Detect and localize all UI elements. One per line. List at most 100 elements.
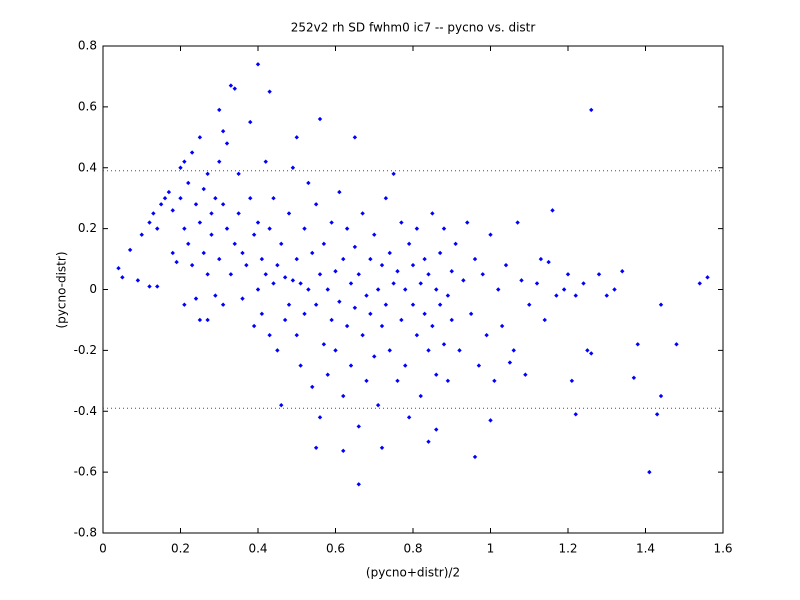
- point: [279, 241, 284, 247]
- point: [538, 256, 544, 262]
- point: [364, 378, 369, 384]
- point: [344, 226, 350, 231]
- point: [329, 317, 334, 323]
- point: [372, 232, 377, 237]
- point: [379, 445, 385, 450]
- point: [391, 171, 396, 177]
- x-tick-label: 0.2: [171, 542, 190, 556]
- point: [352, 244, 358, 250]
- point: [201, 186, 206, 192]
- y-tick-label: 0.4: [78, 160, 97, 174]
- point: [263, 272, 268, 277]
- point: [488, 418, 493, 423]
- y-tick-label: 0.8: [78, 39, 97, 53]
- point: [213, 195, 218, 201]
- point: [317, 116, 323, 122]
- point: [302, 311, 307, 317]
- point: [259, 311, 265, 317]
- point: [209, 211, 214, 216]
- point: [337, 299, 342, 304]
- point: [379, 262, 385, 268]
- point: [403, 363, 408, 368]
- y-axis-label: (pycno-distr): [55, 251, 69, 328]
- point: [554, 293, 559, 298]
- point: [298, 363, 303, 368]
- point: [527, 302, 532, 307]
- point: [286, 302, 292, 307]
- point: [317, 272, 323, 277]
- point: [426, 439, 431, 444]
- x-axis-label: (pycno+distr)/2: [366, 566, 460, 580]
- point: [445, 378, 451, 384]
- point: [302, 226, 307, 231]
- point: [387, 250, 392, 256]
- point: [182, 159, 187, 164]
- point: [255, 287, 261, 292]
- point: [519, 278, 524, 283]
- point: [437, 250, 443, 256]
- point: [437, 302, 443, 307]
- point: [337, 189, 342, 195]
- axes-box: [102, 45, 724, 534]
- point: [387, 348, 392, 353]
- point: [313, 445, 319, 450]
- point: [189, 150, 195, 155]
- point: [275, 348, 280, 353]
- point: [178, 165, 183, 170]
- point: [139, 232, 144, 237]
- point: [449, 269, 454, 274]
- point: [162, 195, 168, 201]
- point: [383, 195, 389, 201]
- point: [395, 378, 400, 384]
- point: [306, 180, 311, 186]
- point: [658, 302, 664, 307]
- point: [426, 272, 431, 277]
- point: [492, 378, 497, 384]
- point: [480, 272, 485, 277]
- point: [290, 165, 296, 170]
- point: [515, 220, 520, 225]
- point: [341, 256, 346, 262]
- point: [573, 293, 578, 298]
- point: [333, 269, 338, 274]
- point: [329, 220, 334, 225]
- point: [341, 393, 346, 399]
- point: [186, 180, 191, 186]
- point: [395, 269, 400, 274]
- point: [306, 287, 311, 292]
- point: [368, 311, 373, 317]
- point: [135, 278, 141, 283]
- point: [445, 293, 451, 298]
- point: [193, 202, 199, 207]
- point: [647, 469, 652, 475]
- point: [418, 393, 423, 399]
- point: [166, 189, 172, 195]
- point: [271, 195, 276, 201]
- point: [422, 256, 427, 262]
- point: [120, 275, 125, 280]
- point: [589, 107, 594, 113]
- point: [178, 195, 183, 201]
- point: [217, 107, 222, 113]
- point: [186, 241, 191, 247]
- point: [465, 220, 470, 225]
- point: [546, 259, 551, 265]
- point: [321, 342, 327, 347]
- point: [279, 402, 284, 408]
- point: [569, 378, 575, 384]
- point: [356, 424, 361, 429]
- point: [585, 348, 590, 353]
- x-tick-label: 0.6: [326, 542, 345, 556]
- point: [375, 402, 381, 408]
- point: [430, 323, 435, 329]
- point: [174, 259, 179, 265]
- point: [244, 262, 249, 268]
- point: [352, 305, 358, 310]
- point: [511, 348, 516, 353]
- point: [228, 272, 234, 277]
- point: [379, 323, 385, 329]
- point: [561, 287, 567, 292]
- point: [426, 348, 431, 353]
- y-tick-label: -0.8: [74, 526, 97, 540]
